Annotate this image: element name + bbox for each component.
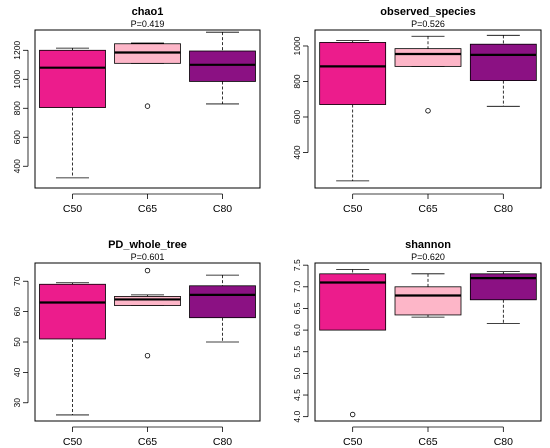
- iqr-box: [394, 286, 462, 316]
- panel-pvalue: P=0.601: [131, 252, 165, 262]
- plot-frame: [314, 29, 542, 189]
- box-C65: [114, 42, 181, 109]
- x-tick-label: C65: [138, 203, 157, 215]
- box-C50: [39, 47, 106, 179]
- outlier-point: [349, 411, 356, 418]
- x-tick-label: C80: [213, 203, 232, 215]
- iqr-box: [189, 285, 256, 319]
- y-tick-label: 400: [292, 145, 302, 159]
- y-tick-label: 1000: [12, 70, 22, 89]
- x-tick-label: C65: [138, 436, 157, 448]
- x-tick-label: C50: [343, 203, 362, 215]
- iqr-box: [39, 49, 106, 108]
- y-tick-label: 40: [12, 367, 22, 377]
- box-C50: [319, 269, 387, 418]
- y-tick-label: 30: [12, 398, 22, 408]
- y-tick-label: 600: [12, 130, 22, 144]
- x-tick-label: C80: [494, 203, 513, 215]
- panel-pvalue: P=0.419: [131, 19, 165, 29]
- x-tick-label: C65: [418, 436, 437, 448]
- y-tick-label: 1000: [292, 36, 302, 55]
- y-tick-label: 6.0: [292, 324, 302, 336]
- outlier-point: [144, 103, 151, 109]
- iqr-box: [39, 283, 106, 340]
- panel-pvalue: P=0.620: [411, 252, 445, 262]
- x-tick-label: C50: [63, 203, 82, 215]
- y-tick-label: 600: [292, 110, 302, 124]
- iqr-box: [319, 42, 387, 105]
- outlier-point: [425, 108, 431, 114]
- outlier-point: [144, 352, 151, 359]
- y-tick-label: 800: [12, 101, 22, 115]
- x-tick-label: C80: [494, 436, 513, 448]
- iqr-box: [469, 43, 537, 81]
- plot-frame: [314, 262, 542, 422]
- box-C50: [39, 282, 106, 416]
- iqr-box: [189, 50, 256, 82]
- y-tick-label: 70: [12, 276, 22, 286]
- iqr-box: [394, 48, 462, 67]
- x-tick-label: C50: [63, 436, 82, 448]
- y-tick-label: 1200: [12, 41, 22, 60]
- box-C80: [469, 271, 537, 325]
- y-tick-label: 5.0: [292, 367, 302, 379]
- box-C65: [394, 273, 462, 318]
- panel-pvalue: P=0.526: [411, 19, 445, 29]
- y-tick-label: 7.0: [292, 281, 302, 293]
- box-C65: [114, 267, 181, 359]
- y-tick-label: 4.5: [292, 389, 302, 401]
- panel-title: shannon: [405, 239, 451, 251]
- x-tick-label: C80: [213, 436, 232, 448]
- y-tick-label: 6.5: [292, 302, 302, 314]
- y-tick-label: 400: [12, 159, 22, 173]
- panel-title: chao1: [132, 6, 164, 18]
- iqr-box: [114, 296, 181, 306]
- box-C80: [189, 274, 256, 343]
- box-C65: [394, 35, 462, 114]
- y-tick-label: 800: [292, 74, 302, 88]
- box-C80: [189, 31, 256, 105]
- x-tick-label: C50: [343, 436, 362, 448]
- panel-title: observed_species: [380, 6, 475, 18]
- box-C80: [469, 34, 537, 107]
- y-tick-label: 50: [12, 337, 22, 347]
- y-tick-label: 5.5: [292, 346, 302, 358]
- y-tick-label: 4.0: [292, 410, 302, 422]
- panel-title: PD_whole_tree: [108, 239, 187, 251]
- y-tick-label: 60: [12, 307, 22, 317]
- x-tick-label: C65: [418, 203, 437, 215]
- plot-frame: [34, 262, 261, 422]
- outlier-point: [144, 267, 151, 274]
- plot-frame: [34, 29, 261, 189]
- box-C50: [319, 40, 387, 182]
- y-tick-label: 7.5: [292, 259, 302, 271]
